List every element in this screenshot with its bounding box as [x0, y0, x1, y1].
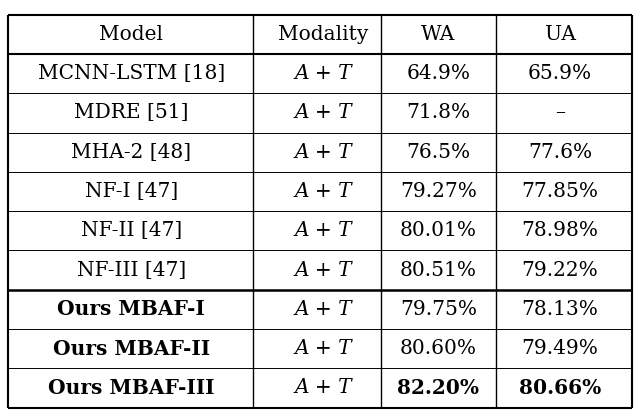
- Text: A + T: A + T: [294, 300, 352, 319]
- Text: MCNN-LSTM [18]: MCNN-LSTM [18]: [38, 64, 225, 83]
- Text: 82.20%: 82.20%: [397, 378, 479, 398]
- Text: 79.27%: 79.27%: [400, 182, 477, 201]
- Text: Ours MBAF-II: Ours MBAF-II: [52, 339, 210, 359]
- Text: A + T: A + T: [294, 221, 352, 240]
- Text: Model: Model: [99, 25, 163, 44]
- Text: 64.9%: 64.9%: [406, 64, 470, 83]
- Text: NF-II [47]: NF-II [47]: [81, 221, 182, 240]
- Text: A + T: A + T: [294, 103, 352, 122]
- Text: A + T: A + T: [294, 339, 352, 358]
- Text: 78.13%: 78.13%: [522, 300, 598, 319]
- Text: –: –: [555, 103, 565, 122]
- Text: A + T: A + T: [294, 260, 352, 280]
- Text: Ours MBAF-I: Ours MBAF-I: [58, 299, 205, 319]
- Text: A + T: A + T: [294, 182, 352, 201]
- Text: NF-III [47]: NF-III [47]: [77, 260, 186, 280]
- Text: MHA-2 [48]: MHA-2 [48]: [71, 143, 191, 162]
- Text: MDRE [51]: MDRE [51]: [74, 103, 188, 122]
- Text: Modality: Modality: [278, 25, 369, 44]
- Text: Ours MBAF-III: Ours MBAF-III: [48, 378, 214, 398]
- Text: 79.75%: 79.75%: [400, 300, 477, 319]
- Text: UA: UA: [545, 25, 575, 44]
- Text: A + T: A + T: [294, 64, 352, 83]
- Text: 80.01%: 80.01%: [400, 221, 477, 240]
- Text: 71.8%: 71.8%: [406, 103, 470, 122]
- Text: 77.6%: 77.6%: [528, 143, 592, 162]
- Text: WA: WA: [421, 25, 456, 44]
- Text: 80.66%: 80.66%: [519, 378, 601, 398]
- Text: 80.51%: 80.51%: [400, 260, 477, 280]
- Text: 80.60%: 80.60%: [400, 339, 477, 358]
- Text: 79.49%: 79.49%: [522, 339, 598, 358]
- Text: A + T: A + T: [294, 143, 352, 162]
- Text: A + T: A + T: [294, 378, 352, 398]
- Text: 76.5%: 76.5%: [406, 143, 470, 162]
- Text: NF-I [47]: NF-I [47]: [84, 182, 178, 201]
- Text: 77.85%: 77.85%: [522, 182, 598, 201]
- Text: 65.9%: 65.9%: [528, 64, 592, 83]
- Text: 78.98%: 78.98%: [522, 221, 598, 240]
- Text: 79.22%: 79.22%: [522, 260, 598, 280]
